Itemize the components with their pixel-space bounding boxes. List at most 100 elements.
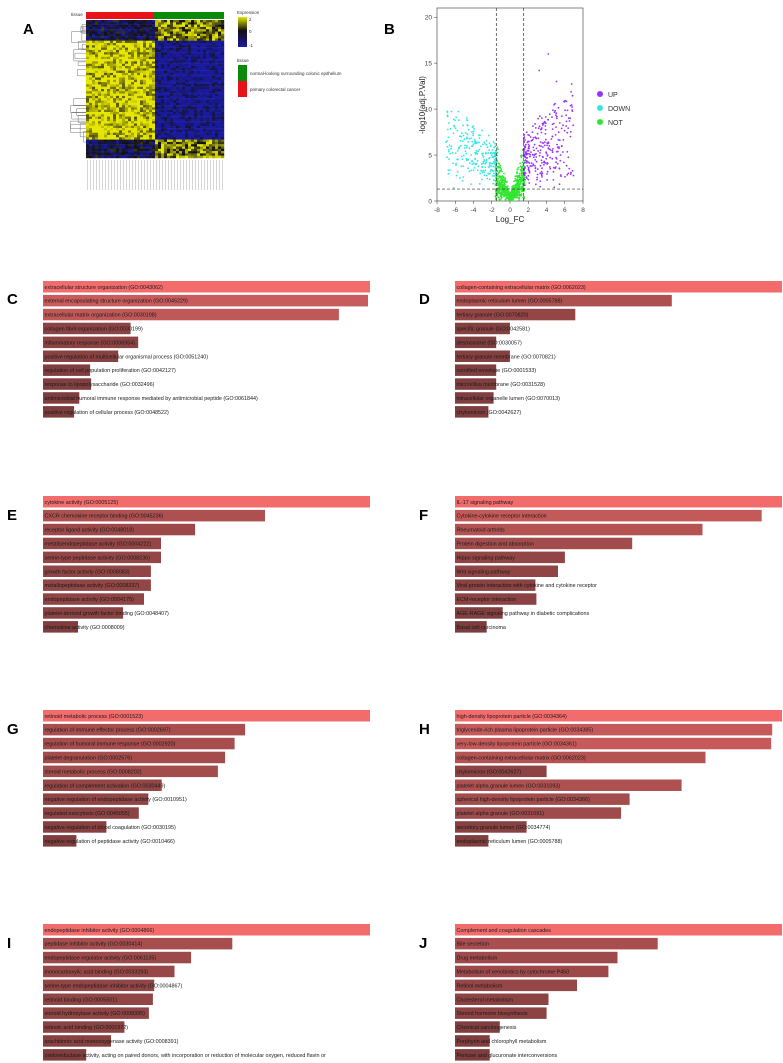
volcano-point [569, 173, 572, 176]
volcano-point [518, 172, 521, 175]
heatmap-cell [107, 109, 111, 113]
panel-label-i: I [7, 935, 11, 952]
heatmap-cell [182, 112, 186, 115]
heatmap-cell [155, 59, 159, 62]
heatmap-cell [197, 40, 201, 44]
volcano-point [536, 178, 538, 181]
heatmap-cell [209, 123, 213, 126]
heatmap-cell [206, 107, 210, 110]
heatmap-cell [194, 118, 198, 122]
volcano-point [541, 142, 544, 144]
heatmap-cell [113, 146, 117, 149]
enrichment-bar [43, 621, 78, 633]
volcano-point [541, 155, 544, 158]
heatmap-cell [194, 40, 198, 44]
heatmap-cell [122, 98, 126, 101]
volcano-point [557, 139, 560, 141]
heatmap-cell [212, 63, 216, 67]
volcano-point [470, 137, 472, 140]
heatmap-cell [128, 95, 132, 99]
heatmap-cell [143, 148, 147, 152]
heatmap-cell [134, 139, 138, 143]
heatmap-cell [107, 112, 111, 115]
heatmap-cell [146, 114, 150, 117]
heatmap-cell [152, 59, 156, 62]
volcano-point [570, 104, 573, 106]
heatmap-cell [131, 20, 135, 23]
panel-label-c: C [7, 291, 18, 308]
volcano-point [516, 196, 519, 199]
heatmap-cell [221, 84, 225, 87]
heatmap-cell [125, 38, 129, 41]
heatmap-cell [152, 61, 156, 64]
heatmap-cell [140, 24, 144, 28]
heatmap-cell [194, 29, 198, 32]
heatmap-cell [143, 89, 147, 92]
heatmap-cell [221, 29, 225, 32]
volcano-point [541, 117, 543, 119]
heatmap-cell [128, 26, 132, 30]
heatmap-cell [101, 29, 105, 32]
heatmap-cell [152, 20, 156, 23]
heatmap-cell [89, 26, 93, 30]
heatmap-cell [131, 24, 135, 28]
volcano-point [485, 152, 487, 155]
heatmap-cell [128, 77, 132, 80]
heatmap-cell [92, 54, 96, 57]
heatmap-cell [128, 151, 132, 154]
heatmap-cell [110, 72, 114, 76]
volcano-point [556, 143, 558, 146]
heatmap-cell [140, 102, 144, 106]
heatmap-cell [116, 86, 120, 90]
heatmap-cell [218, 63, 222, 67]
heatmap-cell [161, 155, 165, 159]
heatmap-cell [158, 109, 162, 113]
heatmap-cell [140, 68, 144, 71]
heatmap-cell [143, 20, 147, 23]
heatmap-cell [203, 52, 207, 55]
heatmap-cell [125, 61, 129, 64]
heatmap-cell [113, 77, 117, 80]
heatmap-cell [197, 36, 201, 39]
volcano-point [496, 187, 499, 190]
heatmap-cell [122, 109, 126, 113]
volcano-point [525, 160, 528, 162]
heatmap-cell [92, 89, 96, 92]
volcano-point [539, 141, 542, 143]
enrichment-bar-label: serine-type peptidase activity (GO:00082… [45, 555, 151, 561]
heatmap-cell [98, 95, 102, 99]
heatmap-cell [128, 125, 132, 129]
dendrogram-branch [77, 115, 86, 123]
heatmap-cell [161, 40, 165, 44]
heatmap-cell [200, 144, 204, 147]
heatmap-cell [113, 20, 117, 23]
volcano-point [486, 177, 489, 180]
heatmap-cell [149, 151, 153, 154]
heatmap-cell [92, 40, 96, 44]
enrichment-bar-label: steroid hydroxylase activity (GO:0008395… [45, 1011, 146, 1017]
heatmap-cell [212, 79, 216, 83]
heatmap-cell [98, 155, 102, 159]
heatmap-cell [161, 33, 165, 37]
heatmap-cell [155, 31, 159, 34]
heatmap-cell [143, 36, 147, 39]
heatmap-cell [209, 22, 213, 25]
heatmap-cell [206, 70, 210, 74]
heatmap-cell [95, 144, 99, 147]
heatmap-cell [128, 139, 132, 143]
heatmap-cell [167, 63, 171, 67]
heatmap-cell [200, 116, 204, 120]
heatmap-cell [86, 49, 90, 53]
volcano-point [503, 181, 506, 184]
volcano-point [567, 117, 570, 120]
heatmap-cell [152, 68, 156, 71]
heatmap-cell [116, 93, 120, 97]
heatmap-cell [191, 123, 195, 126]
heatmap-cell [149, 33, 153, 37]
heatmap-cell [188, 135, 192, 138]
heatmap-cell [152, 36, 156, 39]
heatmap-cell [98, 82, 102, 85]
heatmap-cell [209, 63, 213, 67]
heatmap-cell [218, 105, 222, 108]
heatmap-cell [137, 40, 141, 44]
